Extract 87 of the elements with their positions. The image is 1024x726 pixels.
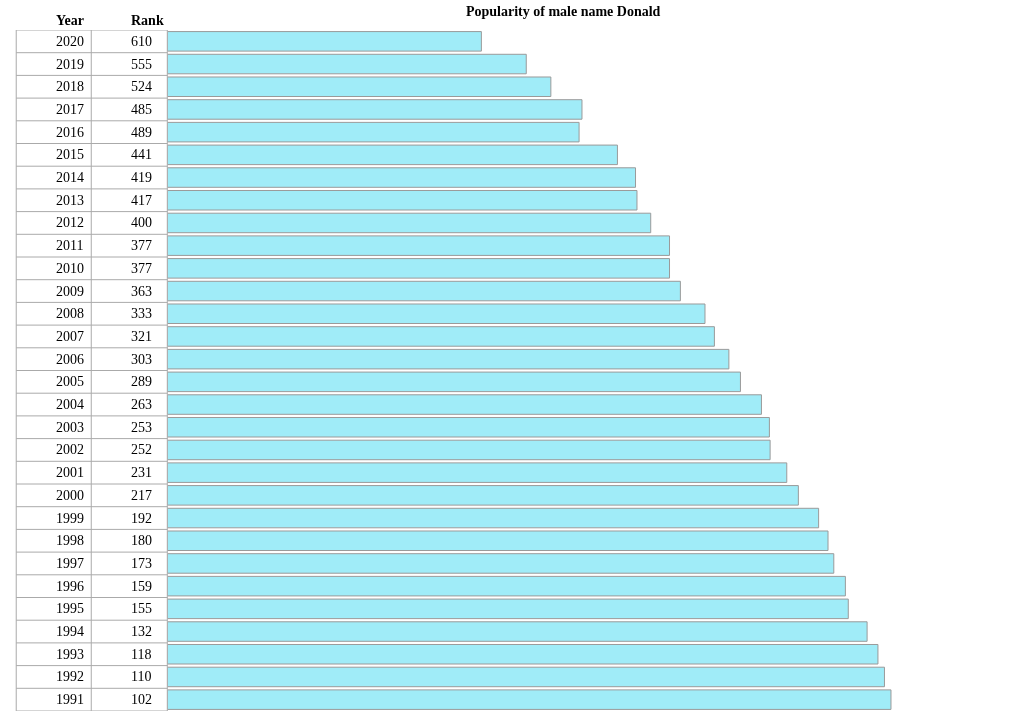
text: 159 — [131, 579, 152, 594]
y-tick-label: 1994 — [56, 624, 84, 639]
chart-title: Popularity of male name Donald — [465, 3, 661, 19]
text: 555 — [131, 57, 152, 72]
bar — [167, 167, 637, 188]
y-tick-label: 2006 — [56, 352, 84, 367]
bar — [167, 326, 715, 347]
text: 102 — [131, 692, 152, 707]
text: 321 — [131, 329, 152, 344]
bar — [167, 280, 681, 302]
bar — [167, 53, 527, 75]
bar — [167, 189, 638, 211]
text: Rank — [131, 13, 164, 28]
y-tick-label: 1993 — [56, 647, 84, 662]
text: 180 — [131, 533, 152, 548]
y-tick-label: 2019 — [56, 57, 84, 72]
text: 110 — [131, 669, 152, 684]
bar — [167, 689, 892, 710]
text: 417 — [131, 193, 152, 208]
text: 377 — [131, 261, 152, 276]
y-tick-label: 2012 — [56, 215, 84, 230]
y-tick-label: 2013 — [56, 193, 84, 208]
text: 231 — [131, 465, 152, 480]
text: 303 — [131, 352, 152, 367]
bar — [167, 99, 583, 120]
bar — [167, 553, 835, 574]
y-tick-label: 1995 — [56, 601, 84, 616]
bar — [167, 258, 671, 279]
bar — [167, 666, 885, 688]
text: 377 — [131, 238, 152, 253]
y-tick-label: 2020 — [56, 34, 84, 49]
y-tick-label: 2007 — [56, 329, 84, 344]
text: 610 — [131, 34, 152, 49]
y-tick-label: 1996 — [56, 579, 84, 594]
y-tick-label: 2014 — [56, 170, 84, 185]
y-tick-label: 2004 — [56, 397, 84, 412]
bar — [167, 507, 820, 529]
text: 253 — [131, 420, 152, 435]
y-tick-label: 1999 — [56, 511, 84, 526]
y-tick-label: 1997 — [56, 556, 84, 571]
bar — [167, 31, 482, 52]
bar — [167, 416, 770, 438]
bar — [167, 485, 799, 506]
y-tick-label: 1998 — [56, 533, 84, 548]
bar — [167, 394, 762, 415]
text: 192 — [131, 511, 152, 526]
bar — [167, 303, 706, 325]
text: 155 — [131, 601, 152, 616]
y-tick-label: 1992 — [56, 669, 84, 684]
y-tick-label: 1991 — [56, 692, 84, 707]
bar — [167, 212, 652, 234]
bar — [167, 439, 771, 461]
y-tick-label: 2009 — [56, 284, 84, 299]
y-tick-label: 2015 — [56, 147, 84, 162]
y-tick-label: 2002 — [56, 442, 84, 457]
y-tick-label: 2011 — [56, 238, 84, 253]
text: 289 — [131, 374, 152, 389]
text: 333 — [131, 306, 152, 321]
y-tick-label: 2005 — [56, 374, 84, 389]
y-tick-label: 2001 — [56, 465, 84, 480]
bar — [167, 235, 671, 256]
text: 217 — [131, 488, 152, 503]
text: 489 — [131, 125, 152, 140]
bar — [167, 530, 829, 552]
text: 400 — [131, 215, 152, 230]
text: 441 — [131, 147, 152, 162]
y-tick-label: 2010 — [56, 261, 84, 276]
y-tick-label: 2018 — [56, 79, 84, 94]
text: 363 — [131, 284, 152, 299]
text: 132 — [131, 624, 152, 639]
bar — [167, 621, 868, 642]
text: 118 — [131, 647, 152, 662]
text: 252 — [131, 442, 152, 457]
bar — [167, 462, 788, 483]
y-axis-title: Year — [56, 13, 84, 28]
text: 524 — [131, 79, 152, 94]
bar — [167, 76, 552, 98]
text: 173 — [131, 556, 152, 571]
y-tick-label: 2008 — [56, 306, 84, 321]
y-tick-label: 2000 — [56, 488, 84, 503]
y-tick-label: 2016 — [56, 125, 84, 140]
bar — [167, 643, 879, 665]
y-tick-label: 2003 — [56, 420, 84, 435]
text: 485 — [131, 102, 152, 117]
text: 263 — [131, 397, 152, 412]
text: 419 — [131, 170, 152, 185]
y-tick-label: 2017 — [56, 102, 84, 117]
